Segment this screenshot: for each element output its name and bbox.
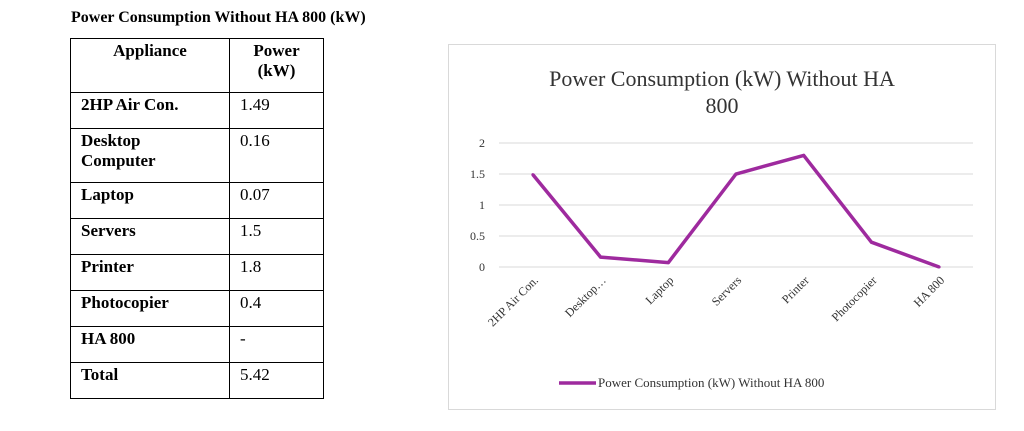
data-point [802, 153, 806, 157]
chart-panel: Power Consumption (kW) Without HA 800 0 0.5… [448, 44, 996, 410]
table-row: Desktop Computer 0.16 [70, 128, 324, 183]
power-value: 1.5 [229, 218, 324, 255]
data-point [531, 173, 535, 177]
appliance-name: 2HP Air Con. [70, 92, 230, 129]
x-tick-label: Desktop… [562, 273, 609, 320]
chart-title-line2: 800 [706, 93, 739, 118]
data-point [937, 265, 941, 269]
data-point [734, 172, 738, 176]
table-row: 2HP Air Con. 1.49 [70, 92, 324, 129]
table-row: Servers 1.5 [70, 218, 324, 255]
data-point [599, 255, 603, 259]
total-label: Total [70, 362, 230, 399]
appliance-name: Desktop Computer [70, 128, 230, 183]
table-row: Photocopier 0.4 [70, 290, 324, 327]
x-tick-label: 2HP Air Con. [485, 273, 541, 329]
header-appliance: Appliance [70, 38, 230, 93]
table-total-row: Total 5.42 [70, 362, 324, 399]
appliance-name: Laptop [70, 182, 230, 219]
legend-label: Power Consumption (kW) Without HA 800 [598, 375, 824, 390]
x-tick-label: Servers [709, 273, 745, 309]
power-value: 0.16 [229, 128, 324, 183]
table-heading: Power Consumption Without HA 800 (kW) [71, 9, 366, 26]
y-tick-label: 2 [479, 136, 485, 150]
power-value: 1.8 [229, 254, 324, 291]
appliance-name: HA 800 [70, 326, 230, 363]
appliance-name: Servers [70, 218, 230, 255]
table-row: Printer 1.8 [70, 254, 324, 291]
power-value: - [229, 326, 324, 363]
x-tick-label: Photocopier [829, 273, 880, 324]
total-value: 5.42 [229, 362, 324, 399]
data-point [666, 261, 670, 265]
table-header-row: Appliance Power (kW) [70, 38, 324, 93]
appliance-name: Printer [70, 254, 230, 291]
y-tick-label: 1 [479, 198, 485, 212]
table-row: Laptop 0.07 [70, 182, 324, 219]
power-table: Appliance Power (kW) 2HP Air Con. 1.49 D… [70, 38, 324, 399]
power-value: 1.49 [229, 92, 324, 129]
header-power: Power (kW) [229, 38, 324, 93]
table-row: HA 800 - [70, 326, 324, 363]
y-tick-label: 0 [479, 260, 485, 274]
y-tick-label: 1.5 [470, 167, 485, 181]
power-value: 0.07 [229, 182, 324, 219]
x-tick-label: HA 800 [911, 273, 948, 310]
series-line [531, 153, 940, 269]
y-tick-label: 0.5 [470, 229, 485, 243]
chart-title: Power Consumption (kW) Without HA [549, 66, 895, 91]
x-tick-label: Printer [779, 273, 812, 306]
data-point [869, 240, 873, 244]
x-tick-label: Laptop [642, 273, 676, 307]
appliance-name: Photocopier [70, 290, 230, 327]
power-value: 0.4 [229, 290, 324, 327]
